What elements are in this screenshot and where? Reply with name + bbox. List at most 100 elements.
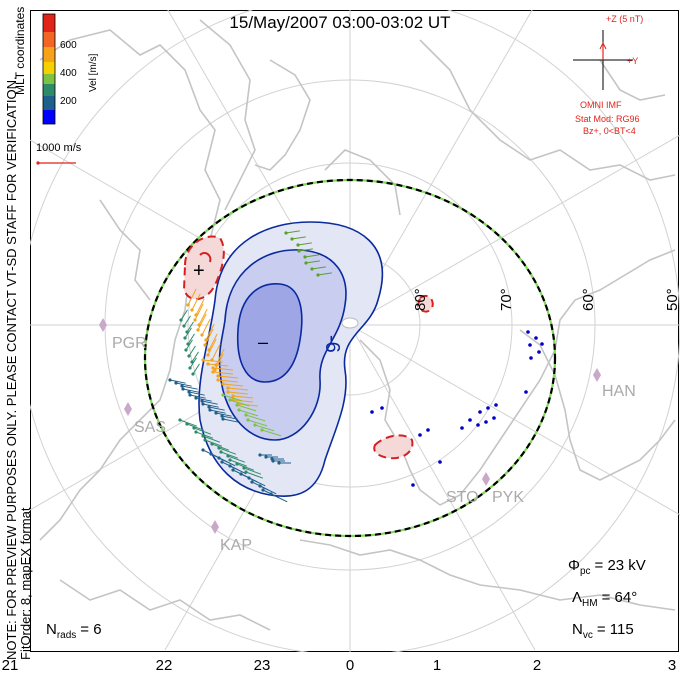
- station-label-pyk: PYK: [492, 489, 524, 506]
- velocity-vector-origin: [180, 384, 184, 388]
- velocity-vector: [212, 371, 233, 375]
- velocity-vector: [204, 439, 223, 447]
- velocity-vector: [169, 379, 186, 384]
- velocity-vector-origin: [494, 403, 498, 407]
- velocity-vector: [212, 367, 233, 371]
- velocity-vector: [291, 236, 306, 240]
- velocity-vector-origin: [246, 418, 250, 422]
- velocity-vector-origin: [200, 399, 204, 403]
- colorbar-swatch-2: [43, 32, 55, 47]
- velocity-vector-origin: [244, 413, 248, 417]
- velocity-vector-origin: [184, 348, 188, 352]
- hmb-boundary-black: [143, 178, 557, 538]
- colorbar-swatch-3: [43, 47, 55, 62]
- velocity-vector: [229, 465, 247, 475]
- coast-scandinavia: [519, 329, 676, 481]
- velocity-vector-origin: [188, 366, 192, 370]
- velocity-vector-origin: [194, 396, 198, 400]
- velocity-vector-origin: [258, 484, 262, 488]
- velocity-vector-origin: [460, 426, 464, 430]
- imf-z-label: +Z (5 nT): [606, 14, 643, 24]
- velocity-vector: [198, 308, 208, 326]
- velocity-vector: [245, 414, 266, 422]
- velocity-vector-origin: [271, 459, 275, 463]
- meridian-02: [349, 324, 536, 651]
- velocity-vector-origin: [191, 372, 195, 376]
- lat-label-60: 60°: [580, 288, 597, 311]
- velocity-vector: [217, 379, 238, 383]
- velocity-vector: [297, 242, 312, 246]
- mlt-tick-21: 21: [2, 657, 19, 674]
- velocity-vector-origin: [316, 273, 320, 277]
- velocity-vector: [182, 388, 199, 393]
- station-label-kap: KAP: [220, 537, 252, 554]
- velocity-vector: [185, 339, 193, 351]
- velocity-vector-origin: [260, 428, 264, 432]
- velocity-vector-origin: [310, 267, 314, 271]
- velocity-vector-origin: [181, 387, 185, 391]
- velocity-vector: [243, 467, 262, 475]
- station-label-sto: STO: [446, 489, 479, 506]
- velocity-vector-origin: [239, 472, 243, 476]
- velocity-vector: [236, 463, 255, 471]
- velocity-vector-origin: [211, 370, 215, 374]
- velocity-vector: [188, 391, 205, 396]
- velocity-vector: [208, 406, 225, 411]
- imf-condition: Bz+, 0<BT<4: [583, 126, 636, 136]
- meridian-08: [349, 134, 680, 326]
- velocity-vector: [194, 303, 204, 321]
- velocity-vector-origin: [228, 458, 232, 462]
- velocity-vector-origin: [216, 378, 220, 382]
- velocity-vector-origin: [221, 417, 225, 421]
- velocity-vector-origin: [290, 237, 294, 241]
- coast-greenland-europe: [359, 249, 676, 506]
- map-title: 15/May/2007 03:00-03:02 UT: [229, 13, 450, 32]
- velocity-vector: [304, 254, 319, 258]
- velocity-vector-origin: [269, 492, 273, 496]
- velocity-vector: [232, 395, 253, 399]
- velocity-vector-origin: [237, 408, 241, 412]
- velocity-vector-origin: [201, 358, 205, 362]
- velocity-vector-origin: [228, 398, 232, 402]
- velocity-vector-origin: [179, 318, 183, 322]
- station-marker-sto: [482, 472, 490, 486]
- colorbar-label: Vel [m/s]: [88, 53, 99, 92]
- velocity-vector: [195, 298, 205, 316]
- velocity-vector: [187, 333, 195, 345]
- velocity-vector: [201, 318, 211, 336]
- potential-contour-inner: [236, 283, 303, 383]
- colorbar-swatch-1: [43, 14, 55, 32]
- velocity-vector: [202, 403, 219, 408]
- vector-scale-label: 1000 m/s: [36, 142, 82, 154]
- coast-siberia: [419, 39, 676, 181]
- velocity-vector: [197, 313, 207, 331]
- velocity-vector-origin: [258, 453, 262, 457]
- velocity-vector-origin: [192, 426, 196, 430]
- velocity-vector: [180, 309, 188, 321]
- velocity-vector-origin: [486, 406, 490, 410]
- velocity-vector-origin: [426, 428, 430, 432]
- velocity-vector: [227, 387, 248, 391]
- velocity-vector-origin: [231, 394, 235, 398]
- velocity-vector-origin: [226, 454, 230, 458]
- velocity-vector-origin: [529, 356, 533, 360]
- velocity-vector: [222, 418, 239, 423]
- velocity-vector-origin: [220, 460, 224, 464]
- velocity-vector: [215, 412, 232, 417]
- velocity-vector-origin: [235, 462, 239, 466]
- velocity-vector: [317, 272, 332, 276]
- mlt-tick-2: 2: [533, 657, 541, 674]
- velocity-vector: [191, 351, 199, 363]
- velocity-vector-origin: [190, 308, 194, 312]
- velocity-vector: [245, 471, 264, 479]
- colorbar-tick-600: 600: [60, 40, 77, 51]
- velocity-vector: [236, 404, 257, 412]
- station-marker-sas: [124, 402, 132, 416]
- fit-order: FitOrder: 8, mapEX format: [18, 507, 33, 660]
- velocity-vector-origin: [210, 442, 214, 446]
- imf-vector-head: [599, 41, 607, 50]
- velocity-vector: [184, 327, 192, 339]
- velocity-vector-origin: [526, 330, 530, 334]
- phi-pc-stat: Φpc = 23 kV: [568, 557, 646, 577]
- velocity-vector: [192, 363, 200, 375]
